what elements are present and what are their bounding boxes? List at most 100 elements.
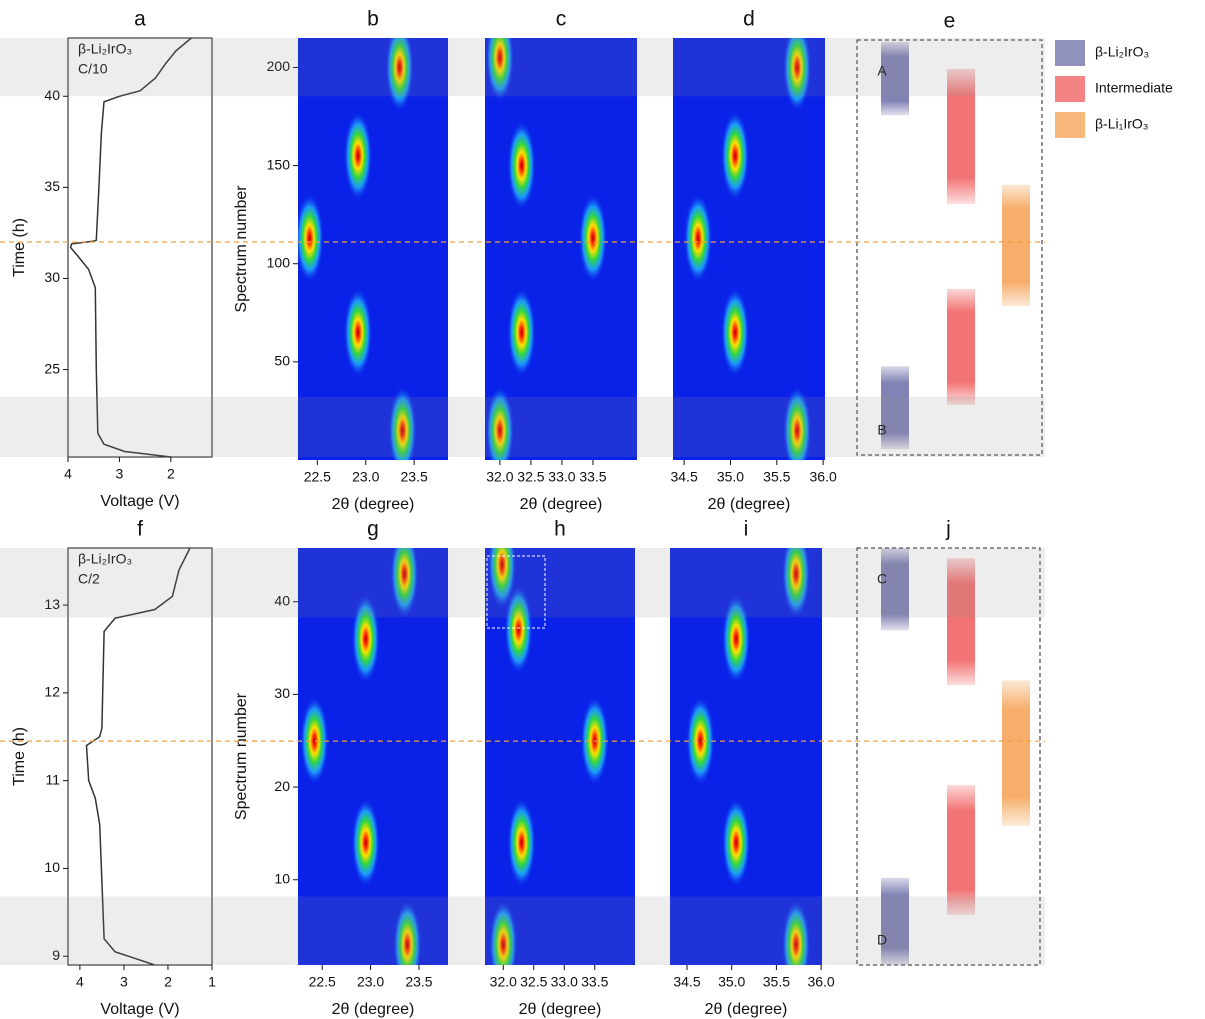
plot-frame (67, 547, 213, 966)
diffraction-peak (351, 594, 380, 683)
diffraction-peak (721, 111, 750, 200)
region-label: C (877, 571, 887, 587)
panel-title: f (137, 518, 143, 541)
x-tick-label: 32.5 (517, 469, 544, 485)
x-axis-label: 2θ (degree) (708, 496, 791, 513)
phase-bar (947, 68, 975, 205)
y-tick-label: 30 (44, 269, 60, 285)
y-tick-label: 150 (267, 156, 291, 172)
highlight-band (0, 548, 1045, 618)
x-tick-label: 33.0 (551, 974, 578, 990)
diffraction-peak (390, 548, 419, 618)
phase-bar (1002, 680, 1030, 826)
diffraction-peak (721, 288, 750, 377)
panel-title: h (554, 518, 566, 541)
legend-swatch (1055, 76, 1085, 102)
x-tick-label: 35.0 (718, 974, 745, 990)
diffraction-peak (388, 386, 417, 460)
diffraction-peak (578, 194, 607, 283)
x-tick-label: 3 (120, 974, 128, 990)
diffraction-peak (298, 194, 324, 283)
voltage-curve (69, 37, 192, 458)
diffraction-peak (344, 288, 372, 377)
diffraction-peak (722, 798, 751, 887)
heatmap-peaks (298, 38, 417, 460)
phase-bar (947, 289, 975, 405)
panel-title: a (134, 8, 146, 31)
x-tick-label: 23.0 (357, 974, 384, 990)
x-axis-label: 2θ (degree) (332, 1001, 415, 1018)
legend-swatch (1055, 40, 1085, 66)
y-tick-label: 30 (274, 685, 290, 701)
annotation: C/2 (78, 571, 100, 587)
diffraction-peak (488, 548, 517, 609)
x-axis-label: 2θ (degree) (332, 496, 415, 513)
y-tick-label: 10 (44, 859, 60, 875)
legend-swatch (1055, 112, 1085, 138)
annotation: C/10 (78, 61, 108, 77)
x-tick-label: 35.5 (763, 974, 790, 990)
plot-frame (67, 37, 213, 458)
diffraction-peak (393, 900, 422, 965)
diffraction-peak (686, 696, 715, 785)
panel-title: i (744, 518, 749, 541)
x-tick-label: 36.0 (807, 974, 834, 990)
annotation: β-Li₂IrO₃ (78, 41, 132, 57)
x-tick-label: 2 (167, 466, 175, 482)
x-tick-label: 22.5 (309, 974, 336, 990)
x-tick-label: 34.5 (673, 974, 700, 990)
diffraction-peak (722, 594, 751, 683)
highlight-band (0, 896, 1045, 965)
y-tick-label: 10 (274, 870, 290, 886)
x-tick-label: 2 (164, 974, 172, 990)
y-tick-label: 50 (274, 353, 290, 369)
diffraction-peak (507, 288, 536, 377)
y-tick-label: 200 (267, 58, 291, 74)
panel-title: c (556, 8, 567, 31)
y-axis-label: Time (h) (11, 727, 28, 786)
diffraction-peak (782, 900, 811, 965)
x-tick-label: 36.0 (810, 469, 837, 485)
diffraction-peak (344, 111, 372, 200)
diffraction-peak (489, 900, 518, 965)
region-label: B (877, 422, 886, 438)
heatmap-peaks (485, 38, 607, 460)
x-tick-label: 22.5 (304, 469, 331, 485)
annotation: β-Li₂IrO₃ (78, 551, 132, 567)
x-tick-label: 33.0 (548, 469, 575, 485)
phase-bar (1002, 184, 1030, 307)
phase-frame (856, 547, 1041, 966)
diffraction-peak (684, 194, 713, 283)
heatmap-peaks (686, 548, 811, 965)
panel-title: e (944, 10, 956, 33)
phase-bar (881, 548, 909, 631)
y-tick-label: 25 (44, 360, 60, 376)
diffraction-peak (385, 38, 414, 112)
phase-bar (947, 558, 975, 686)
x-tick-label: 3 (116, 466, 124, 482)
diffraction-peak (351, 798, 380, 887)
y-axis-label: Time (h) (11, 218, 28, 277)
region-label: D (877, 932, 887, 948)
x-tick-label: 23.0 (352, 469, 379, 485)
region-label: A (877, 63, 887, 79)
x-tick-label: 35.5 (763, 469, 790, 485)
x-tick-label: 32.0 (490, 974, 517, 990)
heatmap-background (485, 38, 637, 460)
legend-label: β-Li₁IrO₃ (1095, 116, 1148, 132)
panel-title: j (945, 518, 951, 541)
x-tick-label: 32.0 (486, 469, 513, 485)
y-tick-label: 12 (44, 684, 60, 700)
panel-title: d (743, 8, 755, 31)
panel-title: b (367, 8, 379, 31)
x-tick-label: 35.0 (717, 469, 744, 485)
x-tick-label: 34.5 (670, 469, 697, 485)
diffraction-peak (300, 696, 329, 785)
phase-bar (881, 366, 909, 450)
x-axis-label: 2θ (degree) (519, 1001, 602, 1018)
y-axis-label: Spectrum number (233, 185, 250, 313)
legend-label: Intermediate (1095, 80, 1173, 96)
x-tick-label: 4 (76, 974, 84, 990)
diffraction-peak (485, 38, 514, 102)
